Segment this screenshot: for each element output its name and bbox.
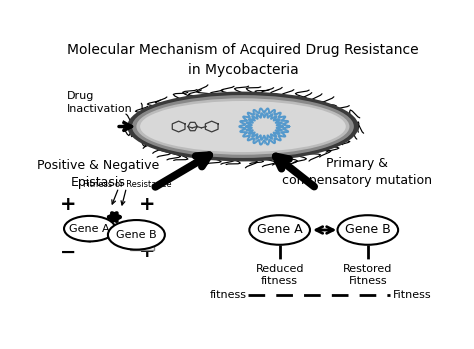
- Text: Restored
Fitness: Restored Fitness: [343, 263, 392, 286]
- Text: −: −: [60, 243, 77, 262]
- Text: Gene B: Gene B: [345, 223, 391, 237]
- Text: Primary &
compensatory mutation: Primary & compensatory mutation: [282, 157, 432, 187]
- Text: Reduced
fitness: Reduced fitness: [255, 263, 304, 286]
- Text: +: +: [139, 242, 155, 261]
- Text: +: +: [139, 195, 155, 214]
- Text: fitness: fitness: [210, 290, 246, 300]
- Ellipse shape: [337, 215, 398, 245]
- Text: Drug
Inactivation: Drug Inactivation: [67, 91, 133, 113]
- Ellipse shape: [127, 91, 359, 162]
- Ellipse shape: [64, 216, 116, 242]
- Text: +: +: [60, 195, 77, 214]
- Ellipse shape: [137, 98, 349, 155]
- Ellipse shape: [140, 101, 346, 152]
- Ellipse shape: [108, 220, 165, 250]
- Text: Molecular Mechanism of Acquired Drug Resistance
in Mycobacteria: Molecular Mechanism of Acquired Drug Res…: [67, 43, 419, 77]
- Ellipse shape: [249, 215, 310, 245]
- Text: Fitness or Resistance: Fitness or Resistance: [83, 180, 172, 189]
- Text: Gene A: Gene A: [69, 224, 110, 233]
- Text: Fitness: Fitness: [393, 290, 431, 300]
- FancyBboxPatch shape: [130, 234, 154, 250]
- Text: Positive & Negative
Epistasis: Positive & Negative Epistasis: [36, 159, 159, 189]
- Text: Gene B: Gene B: [116, 230, 157, 240]
- Text: Gene A: Gene A: [257, 223, 302, 237]
- Ellipse shape: [132, 95, 354, 158]
